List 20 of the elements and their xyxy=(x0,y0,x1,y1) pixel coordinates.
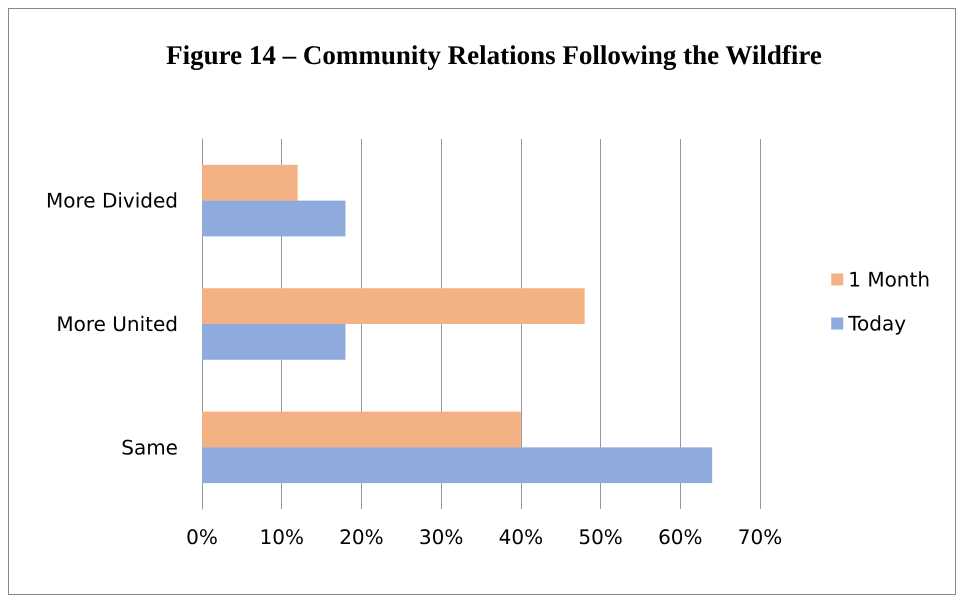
x-tick-label: 50% xyxy=(578,525,623,549)
bar xyxy=(202,412,521,448)
chart-title: Figure 14 – Community Relations Following the Wildfire xyxy=(166,40,822,70)
legend-label: Today xyxy=(847,312,906,336)
y-tick-label: More United xyxy=(56,312,178,336)
x-tick-label: 70% xyxy=(738,525,782,549)
x-tick-label: 30% xyxy=(418,525,464,549)
x-tick-label: 0% xyxy=(186,525,218,549)
bar xyxy=(202,200,346,236)
x-tick-label: 60% xyxy=(658,525,703,549)
y-tick-label: Same xyxy=(121,435,178,460)
x-tick-label: 20% xyxy=(339,525,384,549)
legend-label: 1 Month xyxy=(848,268,930,292)
x-tick-label: 10% xyxy=(259,525,304,549)
bar xyxy=(202,164,298,201)
y-tick-label: More Divided xyxy=(46,188,178,213)
x-tick-label: 40% xyxy=(498,525,544,549)
bar xyxy=(202,324,346,360)
bar xyxy=(202,447,712,484)
bar xyxy=(202,288,585,324)
